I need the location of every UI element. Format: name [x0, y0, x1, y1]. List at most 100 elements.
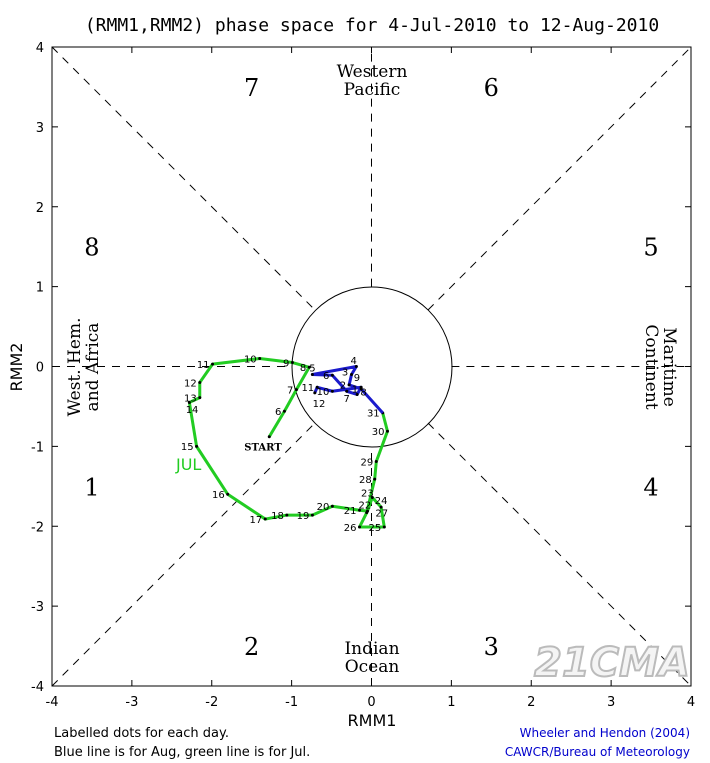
guide-line: [427, 46, 692, 311]
day-dot: [267, 435, 271, 439]
day-dot: [313, 391, 317, 395]
day-label: 12: [184, 378, 197, 389]
day-label: 11: [301, 383, 314, 394]
day-label: 30: [372, 427, 385, 438]
day-label: 20: [317, 502, 330, 513]
start-label: START: [244, 443, 282, 454]
phase-label-2: 2: [244, 633, 259, 661]
y-tick-label: -1: [31, 440, 44, 455]
phase-label-1: 1: [84, 473, 99, 501]
day-label: 19: [297, 511, 310, 522]
day-label: 10: [244, 354, 257, 365]
day-label: 4: [350, 356, 356, 367]
guide-lines: [51, 46, 692, 687]
day-dot: [355, 392, 359, 396]
x-tick-label: -2: [205, 695, 218, 710]
day-label: 13: [184, 394, 197, 405]
day-label: 22: [358, 500, 371, 511]
credit-2: CAWCR/Bureau of Meteorology: [505, 745, 690, 759]
day-dot: [290, 361, 294, 365]
day-label: 18: [271, 511, 284, 522]
day-dot: [359, 385, 363, 389]
day-dot: [365, 511, 369, 515]
day-label: 6: [275, 407, 281, 418]
region-bottom-line2: Ocean: [345, 657, 400, 677]
x-axis-label: RMM1: [348, 711, 397, 730]
x-tick-label: -3: [125, 695, 138, 710]
day-label: 26: [344, 523, 357, 534]
unit-circle: [291, 286, 453, 448]
day-label: 12: [313, 399, 326, 410]
day-dot: [358, 525, 362, 529]
day-dot: [211, 362, 215, 366]
x-tick-label: 4: [687, 695, 695, 710]
day-dot: [258, 357, 262, 361]
month-label-jul: JUL: [175, 455, 201, 474]
day-dot: [347, 383, 351, 387]
x-tick-label: 0: [367, 695, 375, 710]
day-dot: [330, 373, 334, 377]
y-tick-label: 0: [36, 361, 44, 376]
day-label: 7: [287, 386, 293, 397]
y-axis-label: RMM2: [7, 343, 26, 392]
day-dot: [263, 517, 267, 521]
day-dot: [385, 429, 389, 433]
x-tick-label: 3: [607, 695, 615, 710]
day-dot: [294, 388, 298, 392]
day-label: 23: [361, 488, 374, 499]
day-label: 25: [369, 523, 382, 534]
day-dot: [226, 492, 230, 496]
day-label: 7: [344, 394, 350, 405]
day-dot: [330, 389, 334, 393]
region-bottom-line1: Indian: [344, 639, 399, 659]
credit-1: Wheeler and Hendon (2004): [520, 726, 690, 740]
y-tick-label: -4: [31, 680, 44, 695]
day-label: 10: [317, 387, 330, 398]
day-label: 27: [375, 509, 388, 520]
day-label: 16: [212, 490, 225, 501]
y-tick-label: -2: [31, 520, 44, 535]
day-dot: [354, 365, 358, 368]
guide-line: [51, 422, 316, 687]
day-label: 17: [250, 515, 263, 526]
day-label: 29: [361, 457, 374, 468]
day-dot: [374, 460, 378, 464]
day-dot: [195, 444, 199, 448]
day-label: 24: [375, 496, 388, 507]
chart-title: (RMM1,RMM2) phase space for 4-Jul-2010 t…: [85, 15, 659, 36]
day-label: 6: [323, 371, 329, 382]
day-label: 31: [367, 409, 380, 420]
footnote-1: Labelled dots for each day.: [54, 726, 229, 741]
guide-line: [51, 46, 316, 311]
day-label: 9: [354, 373, 360, 384]
day-label: 9: [283, 358, 289, 369]
x-tick-label: 1: [447, 695, 455, 710]
y-tick-label: 1: [36, 281, 44, 296]
region-top-line1: Western: [337, 62, 408, 82]
day-label: 8: [300, 363, 306, 374]
day-dot: [285, 513, 289, 517]
phase-label-5: 5: [643, 234, 658, 262]
day-label: 21: [344, 506, 357, 517]
day-label: 3: [342, 368, 348, 379]
region-left-line2: and Africa: [83, 323, 103, 412]
region-right-line2: Continent: [641, 324, 661, 409]
day-dot: [315, 385, 319, 389]
day-dot: [282, 409, 286, 413]
day-dot: [379, 505, 383, 509]
x-tick-label: -4: [46, 695, 59, 710]
day-label: 11: [197, 360, 210, 371]
phase-label-7: 7: [244, 74, 259, 102]
phase-label-4: 4: [643, 473, 658, 501]
day-label: 14: [186, 405, 199, 416]
x-tick-label: 2: [527, 695, 535, 710]
y-tick-label: 2: [36, 201, 44, 216]
day-dot: [310, 372, 314, 376]
phase-label-6: 6: [484, 74, 499, 102]
day-dot: [370, 495, 374, 499]
day-dot: [198, 380, 202, 384]
day-label: 1: [352, 385, 358, 396]
